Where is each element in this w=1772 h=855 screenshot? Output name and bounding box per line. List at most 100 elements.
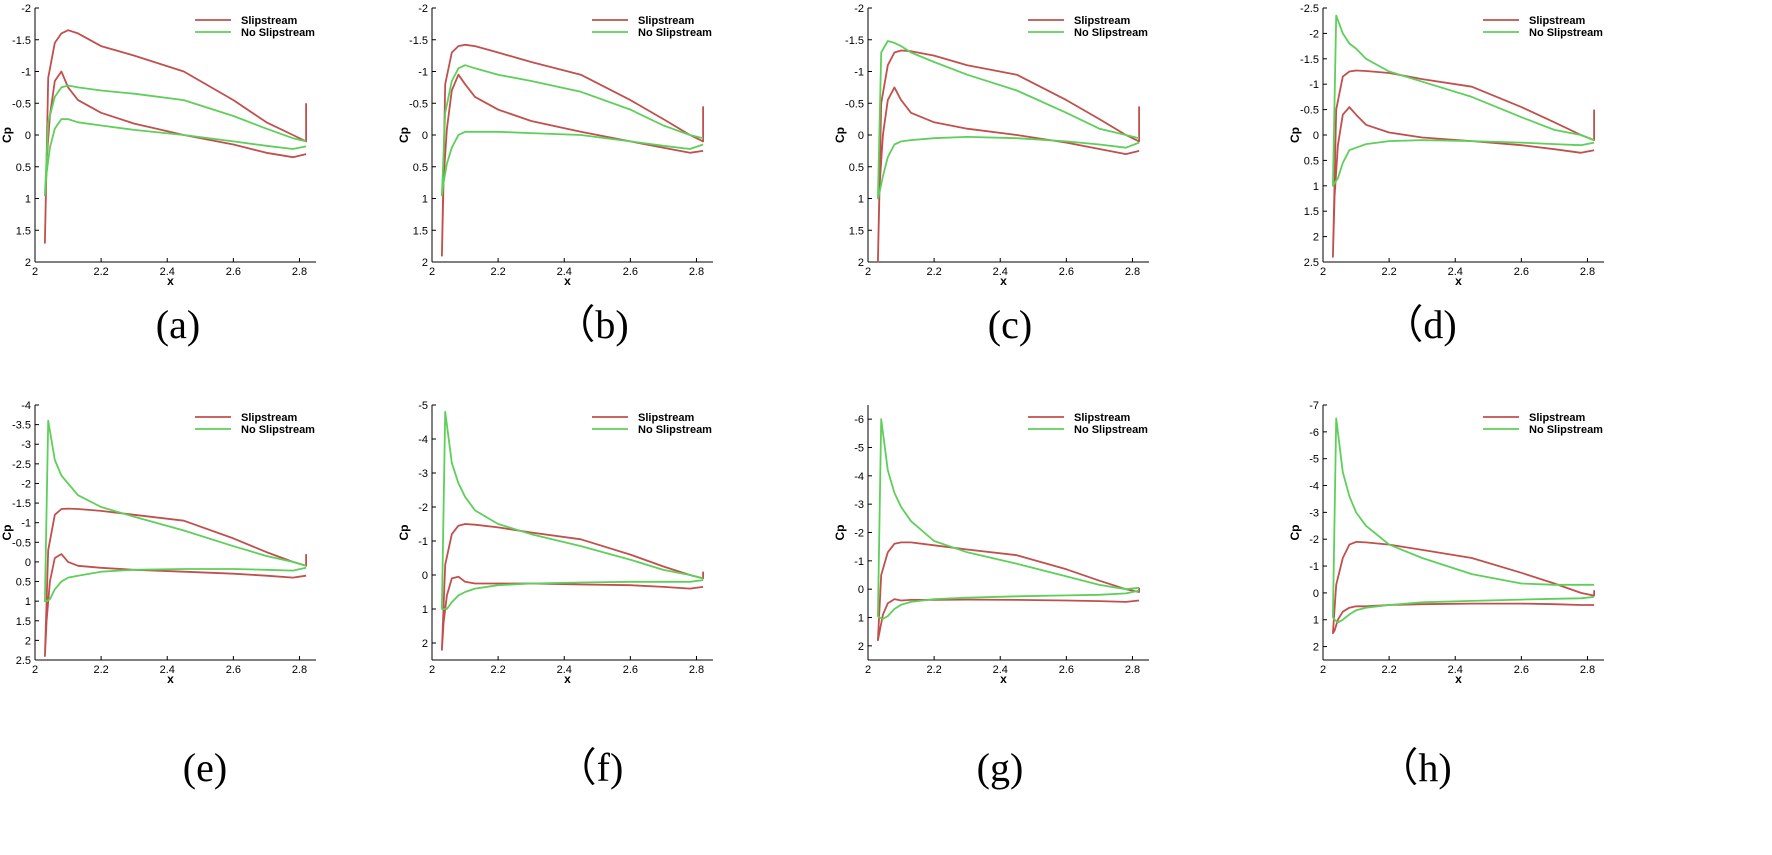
- chart-b-x-tick-label: 2.6: [623, 266, 638, 278]
- chart-b-x-tick-label: 2.4: [557, 266, 572, 278]
- chart-b-legend-label-no-slipstream: No Slipstream: [638, 27, 712, 39]
- chart-e-y-tick-label: -1.5: [12, 498, 31, 510]
- chart-h-y-tick-label: -5: [1309, 454, 1319, 466]
- chart-g-x-tick-label: 2.8: [1125, 664, 1140, 676]
- chart-h-y-tick-label: -6: [1309, 427, 1319, 439]
- chart-h-y-axis-label: Cp: [1288, 525, 1302, 541]
- chart-e-x-tick-label: 2.2: [93, 664, 108, 676]
- chart-a-y-tick-label: -1.5: [12, 35, 31, 47]
- chart-d-series-slipstream: [1332, 69, 1595, 258]
- chart-c-x-tick-label: 2.6: [1059, 266, 1074, 278]
- chart-c-caption: (c): [988, 302, 1032, 347]
- chart-e-x-tick-label: 2.4: [160, 664, 175, 676]
- chart-b-y-tick-label: 0.5: [413, 162, 428, 174]
- chart-f-x-tick-label: 2: [429, 664, 435, 676]
- chart-f-x-axis-label: x: [564, 672, 571, 686]
- chart-a-y-tick-label: 2: [25, 257, 31, 269]
- chart-e-y-tick-label: -2.5: [12, 459, 31, 471]
- chart-a-x-tick-label: 2.2: [93, 266, 108, 278]
- chart-h-y-tick-label: 2: [1313, 642, 1319, 654]
- chart-f-y-tick-label: -2: [418, 502, 428, 514]
- chart-c-x-tick-label: 2.2: [926, 266, 941, 278]
- chart-b-x-tick-label: 2: [429, 266, 435, 278]
- chart-c-y-tick-label: -2: [854, 3, 864, 15]
- chart-f-y-tick-label: 0: [422, 570, 428, 582]
- chart-g-y-tick-label: -6: [854, 414, 864, 426]
- chart-h-y-tick-label: -1: [1309, 561, 1319, 573]
- chart-d-x-tick-label: 2.6: [1514, 266, 1529, 278]
- chart-b-x-tick-label: 2.2: [490, 266, 505, 278]
- chart-f-series-no-slipstream: [440, 410, 704, 610]
- chart-e-x-tick-label: 2.6: [226, 664, 241, 676]
- chart-b-series-no-slipstream: [440, 64, 704, 197]
- chart-h-y-tick-label: 1: [1313, 615, 1319, 627]
- chart-f-x-tick-label: 2.4: [557, 664, 572, 676]
- chart-b-y-tick-label: 0: [422, 130, 428, 142]
- chart-g-x-tick-label: 2.4: [993, 664, 1008, 676]
- chart-e-x-tick-label: 2.8: [292, 664, 307, 676]
- chart-e-y-tick-label: 2.5: [16, 655, 31, 667]
- chart-h-y-tick-label: -4: [1309, 481, 1319, 493]
- chart-a-y-tick-label: 0.5: [16, 162, 31, 174]
- chart-a-y-tick-label: 0: [25, 130, 31, 142]
- chart-g-x-tick-label: 2.2: [926, 664, 941, 676]
- chart-h-y-tick-label: 0: [1313, 588, 1319, 600]
- chart-f-x-tick-label: 2.2: [490, 664, 505, 676]
- chart-e-y-tick-label: -3: [21, 439, 31, 451]
- chart-a-y-axis-label: Cp: [0, 127, 14, 143]
- chart-g-y-tick-label: 0: [858, 584, 864, 596]
- chart-d-y-tick-label: -2: [1309, 28, 1319, 40]
- chart-f-series-slipstream: [440, 523, 704, 651]
- chart-d-y-tick-label: -0.5: [1300, 105, 1319, 117]
- chart-b-x-axis-label: x: [564, 274, 571, 288]
- chart-h-x-tick-label: 2.6: [1514, 664, 1529, 676]
- chart-d-y-tick-label: -2.5: [1300, 3, 1319, 15]
- chart-d-legend-label-no-slipstream: No Slipstream: [1529, 27, 1603, 39]
- chart-e-legend-label-slipstream: Slipstream: [241, 412, 297, 424]
- chart-c-series-slipstream: [877, 49, 1140, 263]
- chart-h-y-tick-label: -7: [1309, 400, 1319, 412]
- chart-a-x-tick-label: 2.6: [226, 266, 241, 278]
- chart-a-series-slipstream: [44, 29, 308, 244]
- chart-d-series-no-slipstream: [1332, 14, 1595, 187]
- chart-f-x-tick-label: 2.6: [623, 664, 638, 676]
- chart-d-y-tick-label: 0: [1313, 130, 1319, 142]
- chart-f-y-tick-label: -4: [418, 434, 428, 446]
- chart-g-x-tick-label: 2.6: [1059, 664, 1074, 676]
- chart-e-series-no-slipstream: [44, 419, 307, 603]
- chart-a-y-tick-label: -1: [21, 67, 31, 79]
- chart-f-y-tick-label: -1: [418, 536, 428, 548]
- chart-c-legend-label-slipstream: Slipstream: [1074, 15, 1130, 27]
- chart-g-y-tick-label: 2: [858, 641, 864, 653]
- chart-g-y-axis-label: Cp: [833, 525, 847, 541]
- chart-g-x-axis-label: x: [1000, 672, 1007, 686]
- chart-e-y-tick-label: -3.5: [12, 420, 31, 432]
- chart-c-x-axis-label: x: [1000, 274, 1007, 288]
- chart-a-y-tick-label: 1: [25, 194, 31, 206]
- chart-a-series-no-slipstream: [44, 84, 307, 197]
- chart-h-x-tick-label: 2.8: [1580, 664, 1595, 676]
- chart-e-y-tick-label: -1: [21, 518, 31, 530]
- chart-g-x-tick-label: 2: [865, 664, 871, 676]
- chart-a-legend-label-slipstream: Slipstream: [241, 15, 297, 27]
- chart-g-y-tick-label: -3: [854, 499, 864, 511]
- chart-c-y-tick-label: -1: [854, 67, 864, 79]
- chart-h-x-axis-label: x: [1455, 672, 1462, 686]
- chart-h-series-no-slipstream: [1332, 417, 1595, 624]
- chart-c-y-tick-label: 1: [858, 194, 864, 206]
- chart-h-x-tick-label: 2: [1320, 664, 1326, 676]
- chart-b-y-axis-label: Cp: [397, 127, 411, 143]
- chart-e-y-tick-label: 1: [25, 596, 31, 608]
- chart-d-x-axis-label: x: [1455, 274, 1462, 288]
- chart-g-series-no-slipstream: [877, 418, 1140, 620]
- chart-b-y-tick-label: -0.5: [409, 98, 428, 110]
- chart-h-y-tick-label: -3: [1309, 507, 1319, 519]
- chart-a-y-tick-label: -2: [21, 3, 31, 15]
- chart-f-legend-label-no-slipstream: No Slipstream: [638, 424, 712, 436]
- chart-c-y-axis-label: Cp: [833, 127, 847, 143]
- chart-e-series-slipstream: [44, 507, 308, 657]
- chart-e-x-axis-label: x: [167, 672, 174, 686]
- chart-e-y-tick-label: -4: [21, 400, 31, 412]
- chart-e-y-tick-label: -0.5: [12, 537, 31, 549]
